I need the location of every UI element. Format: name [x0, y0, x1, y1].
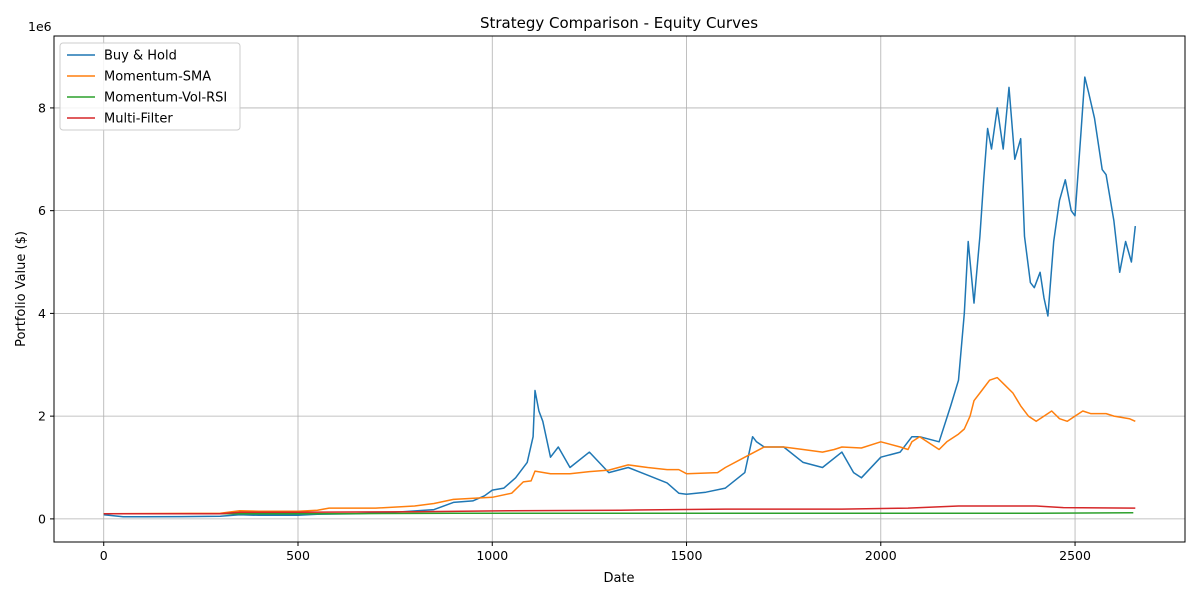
series-line-momentum-vol-rsi [103, 511, 1134, 515]
x-tick-label: 500 [286, 548, 310, 563]
x-tick-label: 1500 [671, 548, 703, 563]
y-tick-label: 2 [38, 409, 46, 424]
y-tick-label: 0 [38, 511, 46, 526]
ticks-layer: 0 500 1000 1500 2000 2500 0 2 4 6 8 [38, 100, 1091, 563]
y-axis-offset-text: 1e6 [28, 19, 52, 34]
series-line-buy-hold [103, 76, 1137, 518]
legend-entries: Buy & Hold Momentum-SMA Momentum-Vol-RSI Mu… [67, 49, 227, 127]
x-tick-label: 0 [100, 548, 108, 563]
chart-title: Strategy Comparison - Equity Curves [480, 14, 758, 32]
legend-label: Multi-Filter [104, 112, 173, 127]
grid-layer [54, 36, 1185, 542]
legend-box [59, 42, 241, 131]
series-line-multi-filter [103, 505, 1136, 515]
legend-label: Buy & Hold [104, 49, 177, 64]
x-tick-label: 1000 [476, 548, 508, 563]
series-layer [103, 76, 1137, 518]
legend-label: Momentum-SMA [104, 70, 211, 85]
legend: Buy & Hold Momentum-SMA Momentum-Vol-RSI Mu… [59, 42, 241, 131]
y-tick-label: 6 [38, 203, 46, 218]
series-line-momentum-sma [103, 376, 1136, 515]
x-tick-label: 2500 [1059, 548, 1091, 563]
y-tick-label: 8 [38, 100, 46, 115]
y-axis-label: Portfolio Value ($) [14, 231, 29, 347]
x-tick-label: 2000 [865, 548, 897, 563]
plot-frame [53, 35, 1186, 543]
x-axis-label: Date [603, 571, 634, 586]
y-tick-label: 4 [38, 306, 46, 321]
legend-label: Momentum-Vol-RSI [104, 91, 227, 106]
